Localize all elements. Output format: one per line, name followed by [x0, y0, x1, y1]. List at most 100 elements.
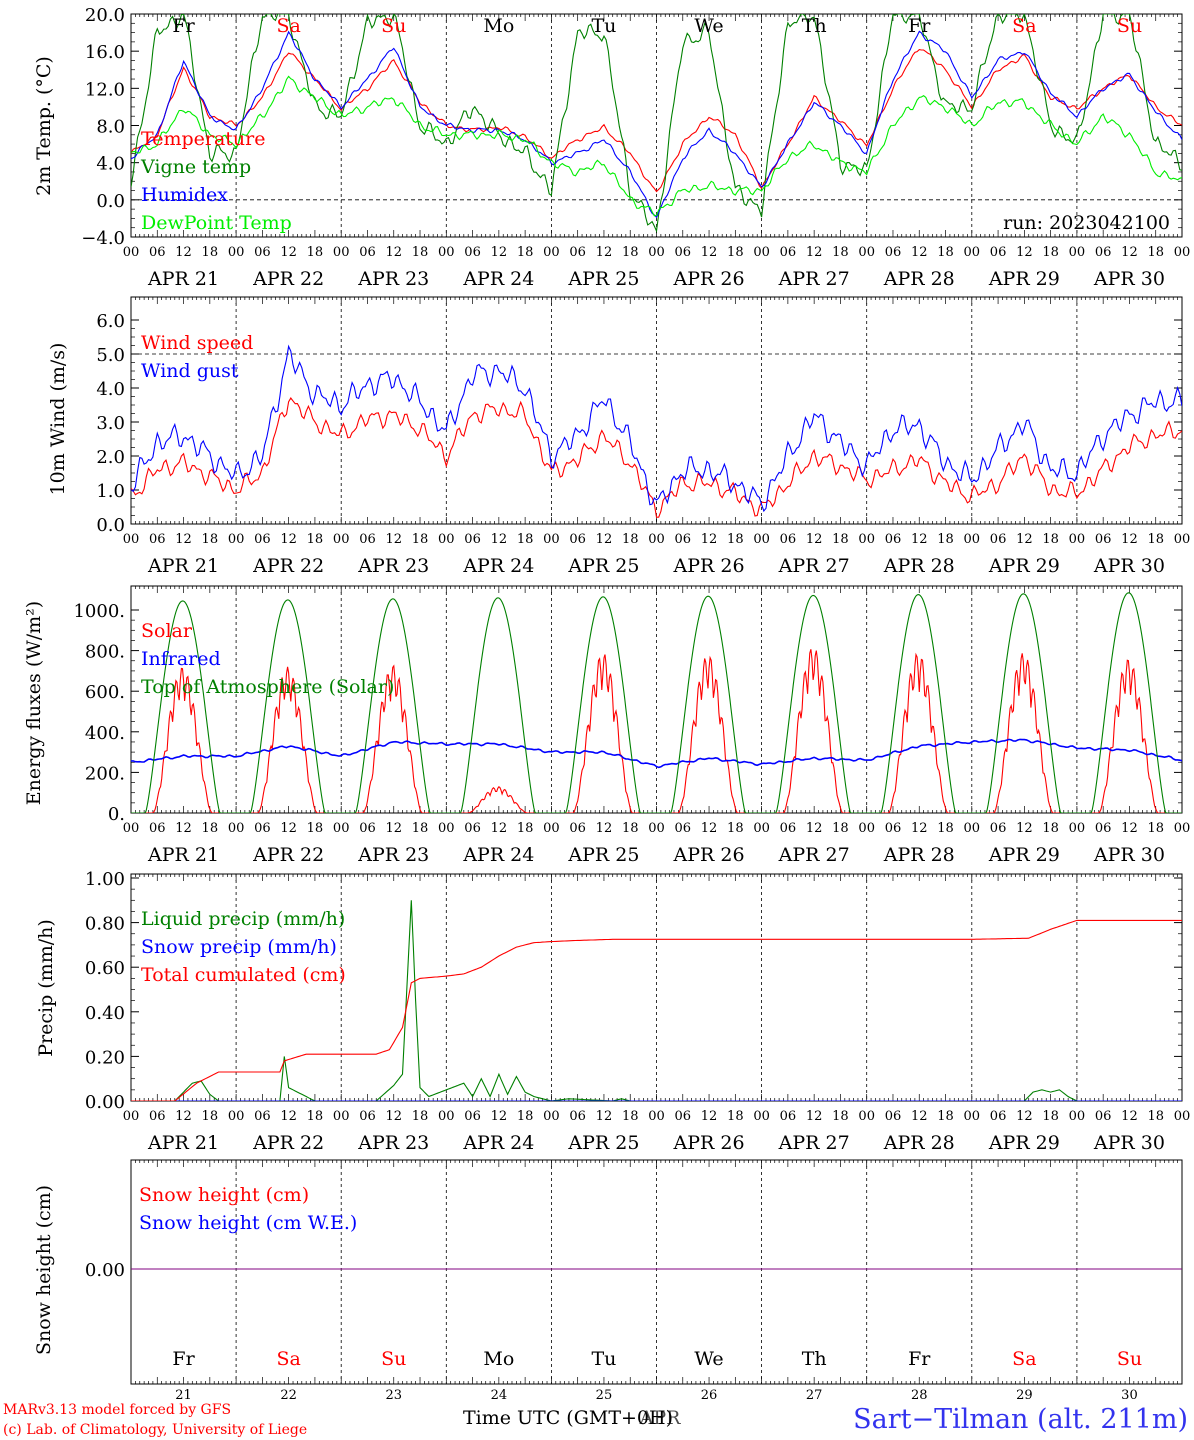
hour-label: 12	[175, 245, 192, 260]
hour-label: 00	[1174, 245, 1191, 260]
wind-panel: 00 06 12 18 00 06 12 18 00 06 12 18 00 06 12 18 00 06 12 18…	[47, 296, 1190, 577]
hour-label: 00	[333, 532, 350, 547]
hour-label: 12	[701, 821, 718, 836]
hour-label: 12	[175, 1109, 192, 1124]
hour-label: 06	[569, 532, 586, 547]
hour-label: 06	[780, 532, 797, 547]
hour-label: 00	[438, 245, 455, 260]
precip-axis-title: Precip (mm/h)	[35, 919, 57, 1057]
hour-label: 18	[517, 821, 534, 836]
hour-label: 06	[675, 532, 692, 547]
day-name: Sa	[1012, 1348, 1036, 1370]
day-name: We	[694, 1348, 723, 1370]
hour-label: 12	[701, 532, 718, 547]
date-label: APR 26	[673, 555, 745, 577]
hour-label: 12	[280, 245, 297, 260]
hour-label: 12	[596, 821, 613, 836]
hour-label: 12	[911, 1109, 928, 1124]
hour-label: 18	[937, 245, 954, 260]
hour-label: 12	[1016, 1109, 1033, 1124]
date-label: APR 27	[778, 268, 850, 290]
hour-label: 00	[438, 1109, 455, 1124]
date-label: APR 24	[462, 844, 534, 866]
date-label: APR 23	[357, 844, 429, 866]
y-tick-label: 20.0	[85, 5, 125, 26]
date-label: APR 29	[988, 555, 1060, 577]
wind-axis-title: 10m Wind (m/s)	[47, 343, 69, 496]
y-tick-label: 0.0	[96, 515, 125, 536]
hour-label: 18	[1147, 532, 1164, 547]
day-number: 28	[911, 1388, 928, 1403]
day-name: Su	[381, 15, 406, 37]
hour-label: 06	[359, 1109, 376, 1124]
hour-label: 06	[675, 1109, 692, 1124]
y-tick-label: 1.00	[85, 869, 125, 890]
hour-label: 12	[1121, 245, 1138, 260]
day-name: Su	[1117, 1348, 1142, 1370]
day-number: 22	[280, 1388, 297, 1403]
hour-label: 06	[990, 821, 1007, 836]
series-line	[131, 344, 1182, 513]
hour-label: 12	[1121, 821, 1138, 836]
hour-label: 00	[753, 245, 770, 260]
hour-label: 18	[1042, 532, 1059, 547]
date-label: APR 23	[357, 555, 429, 577]
hour-label: 18	[412, 245, 429, 260]
date-label: APR 23	[357, 1132, 429, 1154]
date-label: APR 21	[147, 555, 219, 577]
hour-label: 12	[806, 532, 823, 547]
hour-label: 06	[780, 1109, 797, 1124]
hour-label: 12	[596, 532, 613, 547]
hour-label: 12	[280, 821, 297, 836]
hour-label: 12	[385, 245, 402, 260]
hour-label: 12	[280, 532, 297, 547]
y-tick-label: 1000.	[73, 601, 125, 622]
date-label: APR 25	[567, 844, 639, 866]
date-label: APR 25	[567, 555, 639, 577]
day-name: Fr	[172, 1348, 195, 1370]
hour-label: 00	[964, 1109, 981, 1124]
hour-label: 18	[937, 1109, 954, 1124]
hour-label: 12	[911, 532, 928, 547]
hour-label: 18	[1147, 1109, 1164, 1124]
day-name: Tu	[591, 1348, 616, 1370]
day-number: 21	[175, 1388, 192, 1403]
hour-label: 18	[937, 532, 954, 547]
series-line	[131, 14, 1182, 234]
day-number: 25	[596, 1388, 613, 1403]
y-tick-label: 0.	[108, 804, 125, 825]
hour-label: 18	[517, 532, 534, 547]
date-label: APR 27	[778, 1132, 850, 1154]
date-label: APR 28	[883, 555, 955, 577]
hour-label: 18	[307, 245, 324, 260]
y-tick-label: 3.0	[96, 413, 125, 434]
run-annotation: run: 2023042100	[1003, 212, 1170, 234]
hour-label: 06	[464, 532, 481, 547]
y-tick-label: 12.0	[85, 79, 125, 100]
hour-label: 12	[806, 1109, 823, 1124]
temperature-axis-title: 2m Temp. (°C)	[33, 56, 55, 196]
y-tick-label: 1.0	[96, 481, 125, 502]
day-name: Fr	[908, 15, 931, 37]
hour-label: 12	[806, 245, 823, 260]
y-tick-label: −4.0	[81, 228, 125, 249]
date-label: APR 28	[883, 844, 955, 866]
hour-label: 12	[175, 821, 192, 836]
hour-label: 06	[149, 821, 166, 836]
hour-label: 06	[569, 821, 586, 836]
hour-label: 00	[1174, 821, 1191, 836]
day-name: Su	[381, 1348, 406, 1370]
hour-label: 12	[491, 821, 508, 836]
day-name: Fr	[908, 1348, 931, 1370]
hour-label: 12	[1016, 245, 1033, 260]
hour-label: 18	[307, 821, 324, 836]
date-label: APR 22	[252, 268, 324, 290]
hour-label: 00	[333, 1109, 350, 1124]
date-label: APR 22	[252, 1132, 324, 1154]
y-tick-label: 400.	[85, 723, 125, 744]
hour-label: 18	[517, 1109, 534, 1124]
y-tick-label: 4.0	[96, 379, 125, 400]
hour-label: 18	[1042, 245, 1059, 260]
hour-label: 18	[832, 1109, 849, 1124]
series-line	[131, 919, 1182, 1101]
